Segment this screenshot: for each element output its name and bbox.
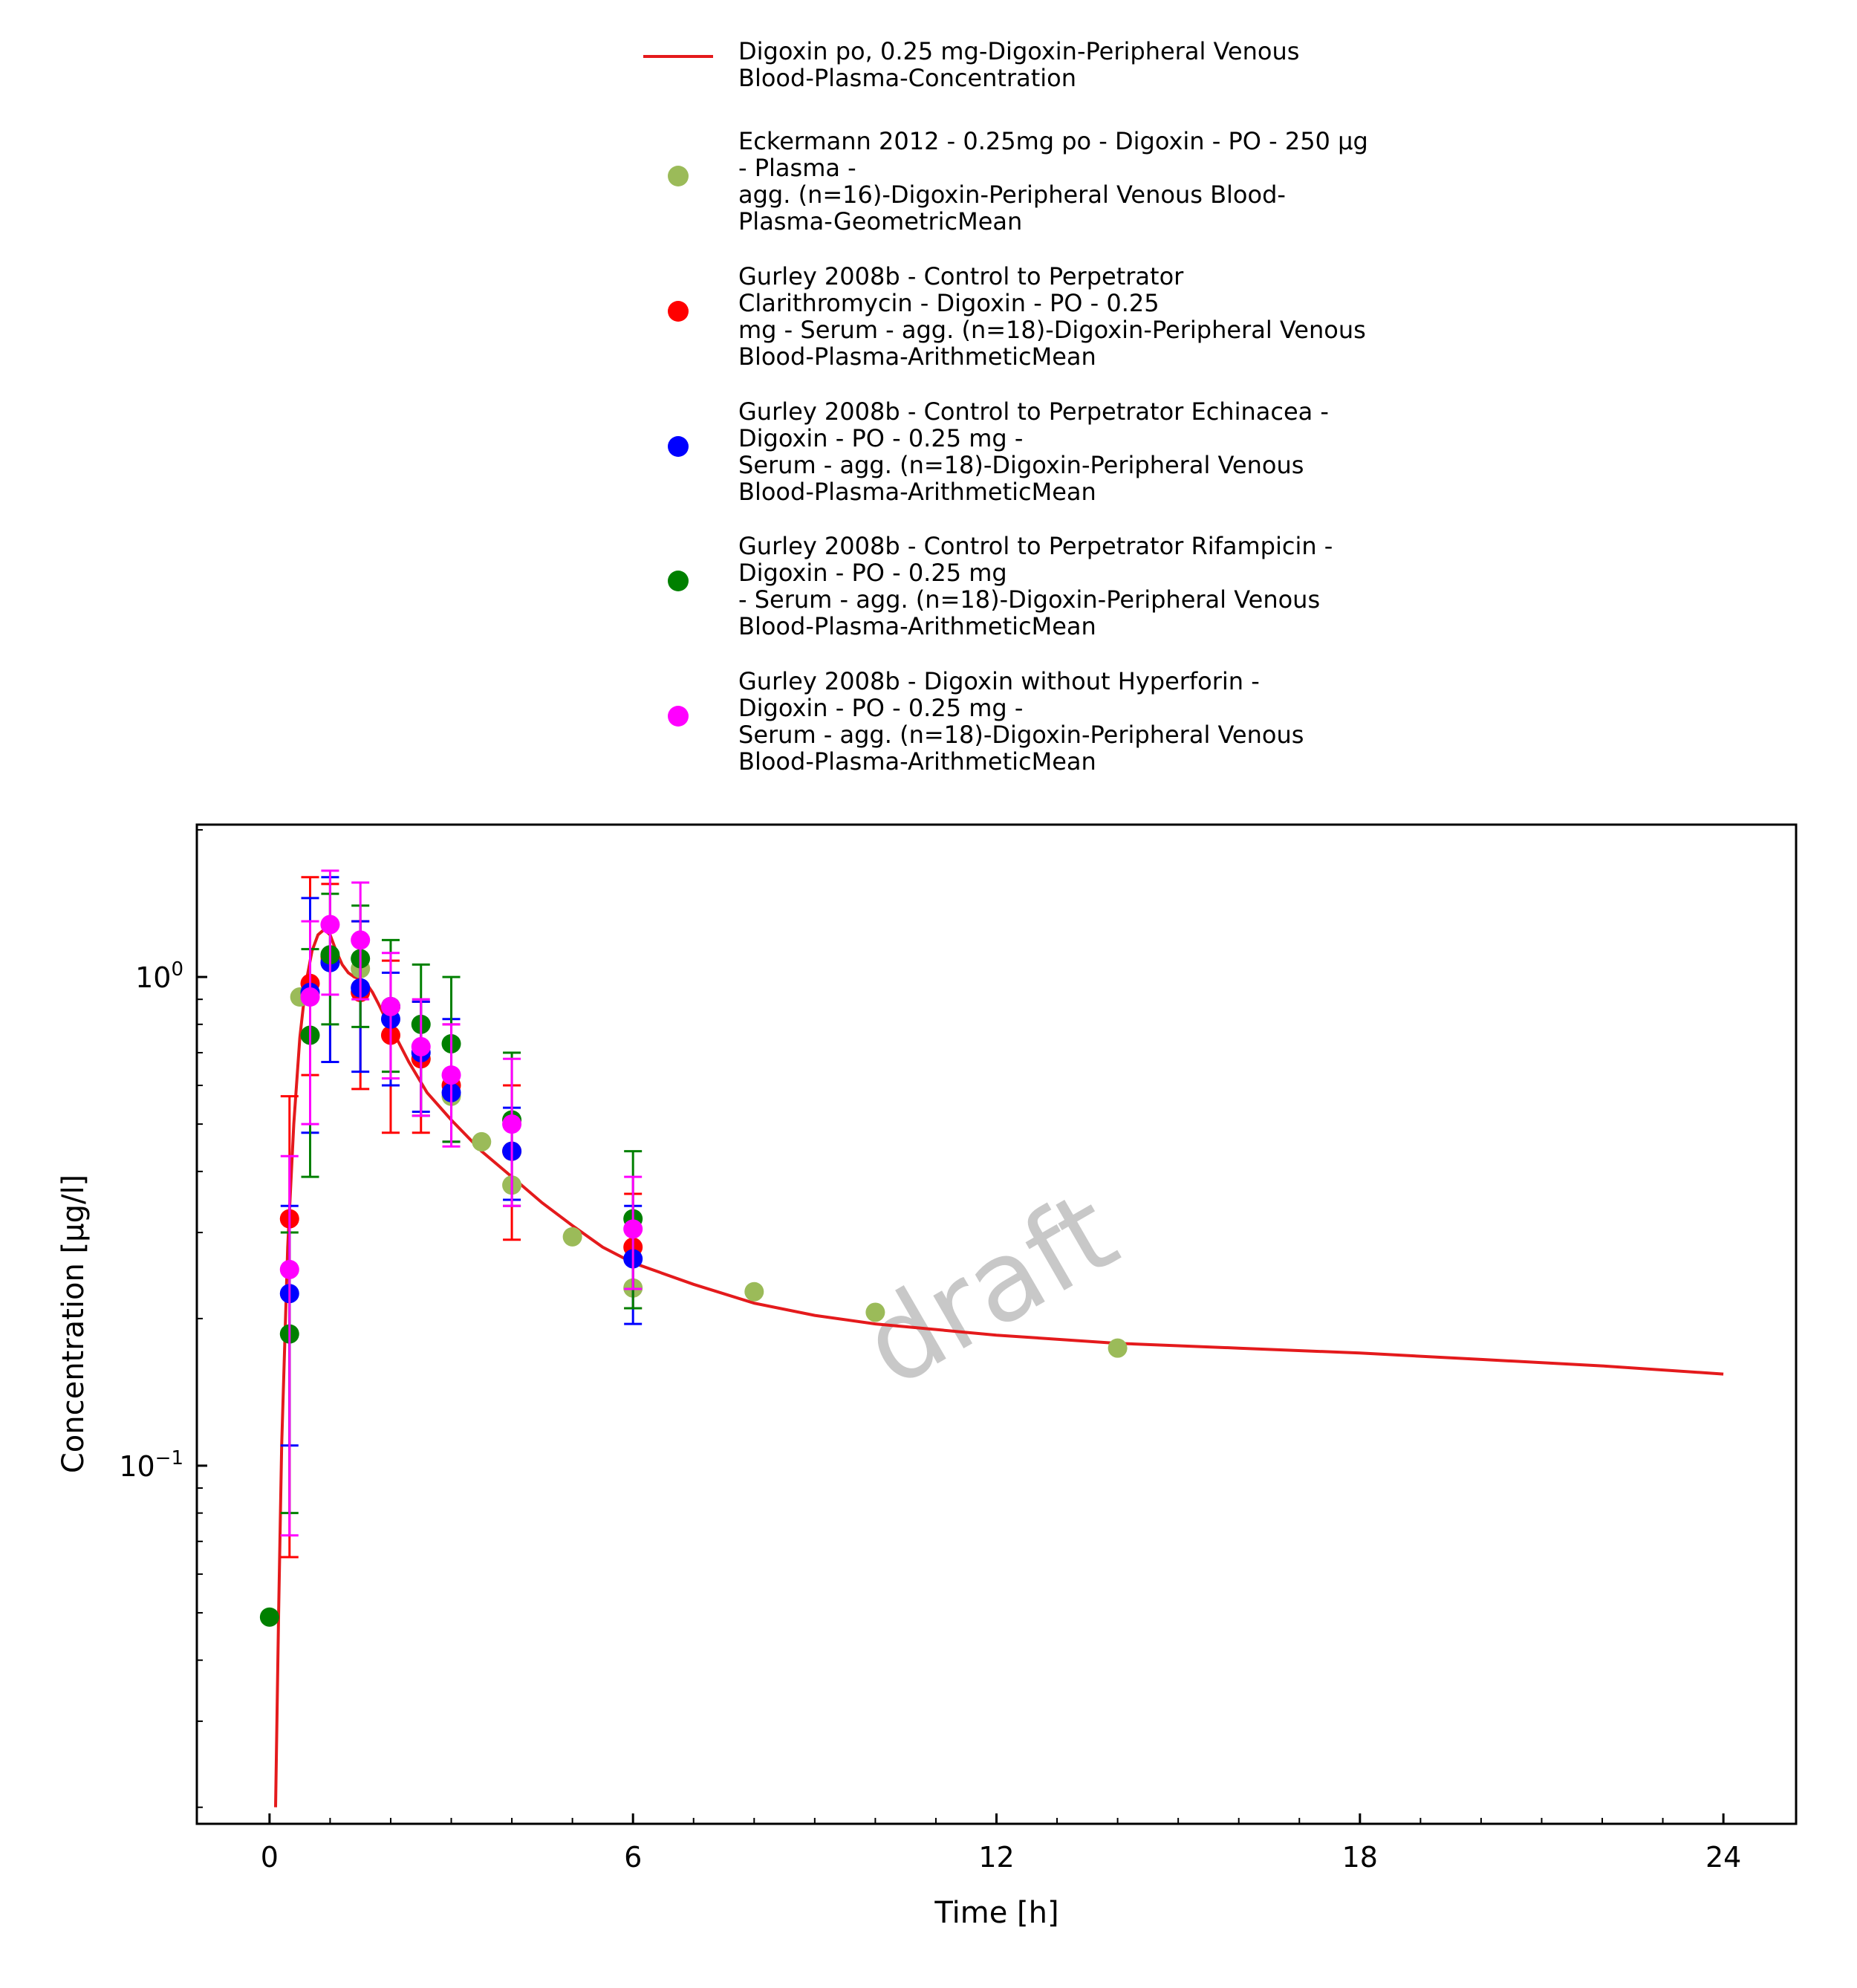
legend-point-symbol	[668, 571, 689, 591]
data-point	[562, 1227, 582, 1247]
plot-marks	[259, 869, 1724, 1807]
x-axis-title: Time [h]	[934, 1896, 1058, 1930]
y-tick-label-base: 10	[135, 961, 171, 994]
y-tick-label-exponent: −1	[155, 1447, 183, 1469]
data-point	[380, 996, 400, 1016]
legend-point-symbol	[668, 166, 689, 186]
legend-entry-text: Digoxin po, 0.25 mg-Digoxin-Peripheral V…	[738, 37, 1299, 65]
data-point	[411, 1036, 431, 1056]
data-point	[744, 1282, 764, 1302]
x-tick-label: 12	[978, 1841, 1014, 1874]
data-point	[623, 1219, 643, 1239]
x-tick-label: 24	[1705, 1841, 1741, 1874]
data-point	[259, 1607, 279, 1627]
legend-entry-text: Blood-Plasma-ArithmeticMean	[738, 612, 1096, 640]
legend-entry-text: Gurley 2008b - Digoxin without Hyperfori…	[738, 667, 1260, 695]
legend-entry-text: Gurley 2008b - Control to Perpetrator Ri…	[738, 532, 1333, 560]
data-point	[320, 915, 340, 935]
data-point	[865, 1302, 885, 1322]
y-axis-title: Concentration [µg/l]	[56, 1175, 91, 1473]
y-tick-label-base: 10	[119, 1450, 155, 1483]
legend-entry-text: Digoxin - PO - 0.25 mg	[738, 559, 1007, 587]
legend-entry-text: Gurley 2008b - Control to Perpetrator	[738, 262, 1184, 290]
legend-entry-text: Blood-Plasma-ArithmeticMean	[738, 747, 1096, 776]
legend-entry-text: Plasma-GeometricMean	[738, 207, 1022, 235]
x-tick-label: 0	[261, 1841, 279, 1874]
y-tick-label: 100	[135, 958, 183, 994]
data-point	[441, 1065, 461, 1085]
series-5-points	[279, 869, 643, 1537]
legend: Digoxin po, 0.25 mg-Digoxin-Peripheral V…	[643, 37, 1368, 776]
legend-entry-text: - Plasma -	[738, 154, 856, 182]
data-point	[502, 1114, 522, 1134]
legend-entry-text: Blood-Plasma-ArithmeticMean	[738, 342, 1096, 371]
legend-point-symbol	[668, 436, 689, 457]
legend-entry-text: - Serum - agg. (n=18)-Digoxin-Peripheral…	[738, 585, 1320, 614]
legend-entry-text: mg - Serum - agg. (n=18)-Digoxin-Periphe…	[738, 316, 1366, 344]
x-tick-label: 18	[1342, 1841, 1378, 1874]
legend-entry-text: Gurley 2008b - Control to Perpetrator Ec…	[738, 397, 1329, 426]
x-tick-label: 6	[624, 1841, 642, 1874]
legend-entry-text: Eckermann 2012 - 0.25mg po - Digoxin - P…	[738, 127, 1368, 155]
legend-entry-text: Serum - agg. (n=18)-Digoxin-Peripheral V…	[738, 721, 1304, 749]
legend-entry-text: Digoxin - PO - 0.25 mg -	[738, 694, 1023, 722]
y-tick-label-exponent: 0	[171, 958, 183, 981]
legend-point-symbol	[668, 301, 689, 322]
legend-entry-text: Blood-Plasma-Concentration	[738, 64, 1076, 92]
legend-point-symbol	[668, 706, 689, 727]
legend-entry-text: Blood-Plasma-ArithmeticMean	[738, 478, 1096, 506]
legend-entry-text: Clarithromycin - Digoxin - PO - 0.25	[738, 289, 1160, 317]
data-point	[1108, 1338, 1128, 1358]
legend-entry-text: Serum - agg. (n=18)-Digoxin-Peripheral V…	[738, 451, 1304, 479]
data-point	[300, 987, 320, 1007]
y-tick-label: 10−1	[119, 1447, 183, 1483]
data-point	[472, 1131, 492, 1151]
legend-entry-text: Digoxin - PO - 0.25 mg -	[738, 424, 1023, 452]
legend-entry-text: agg. (n=16)-Digoxin-Peripheral Venous Bl…	[738, 181, 1286, 209]
data-point	[351, 930, 371, 950]
data-point	[279, 1259, 299, 1279]
